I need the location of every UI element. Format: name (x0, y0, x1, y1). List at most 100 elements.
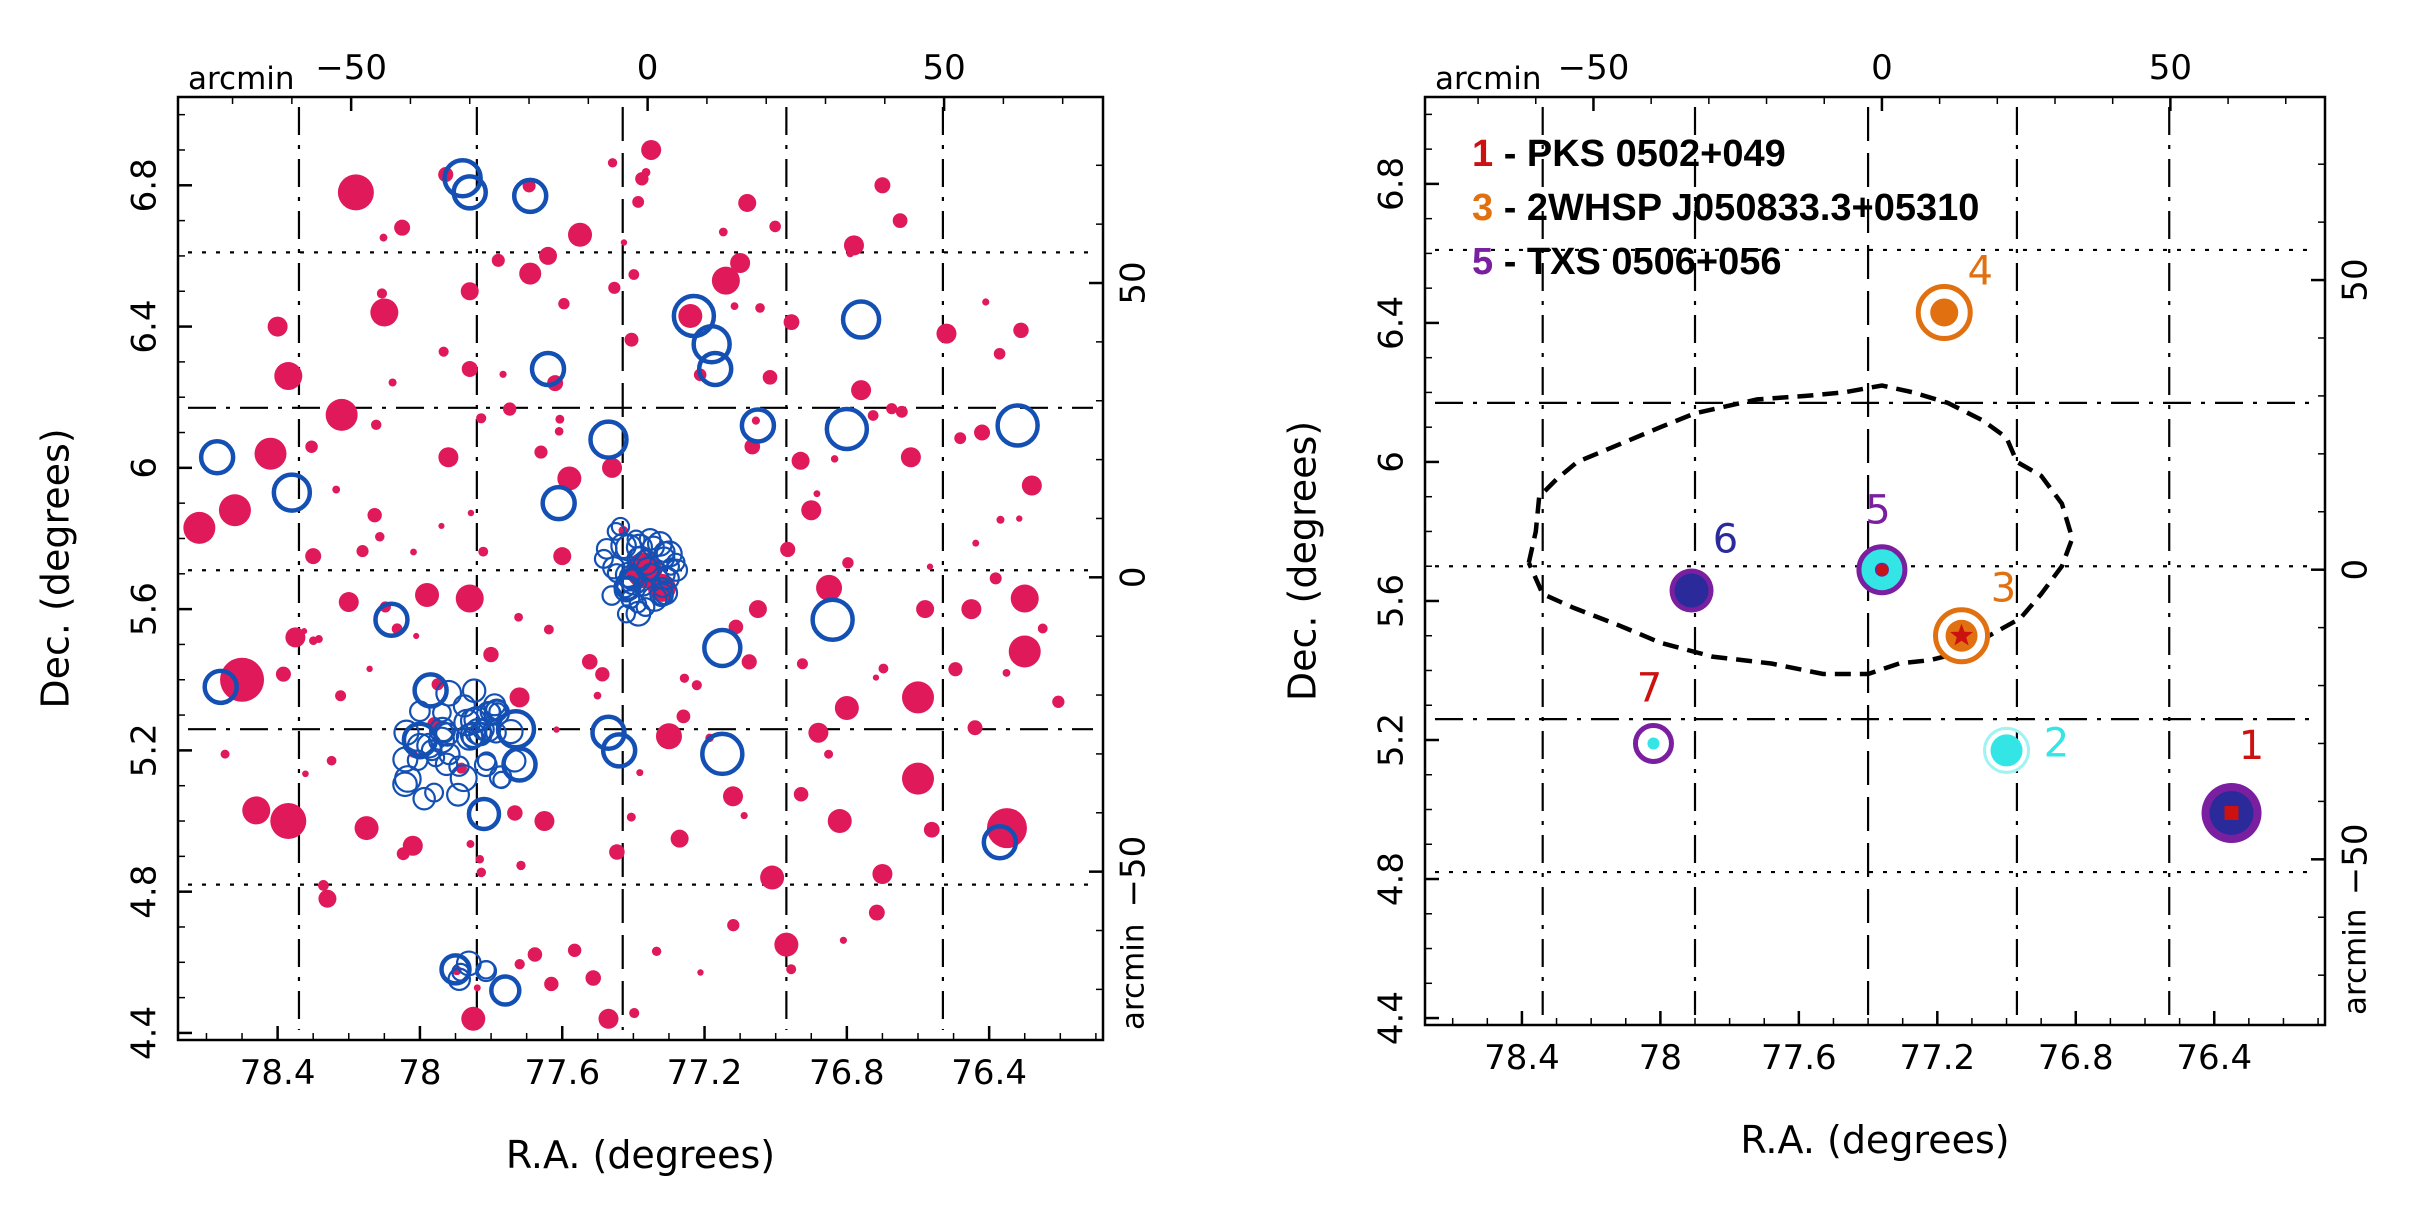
open-source-circle (271, 472, 313, 513)
filled-source-point (723, 786, 743, 807)
filled-source-point (917, 693, 929, 705)
filled-source-point (218, 494, 251, 527)
filled-source-point (916, 600, 935, 619)
filled-source-point (607, 158, 618, 168)
legend-entry: 5 - TXS 0506+056 (1472, 241, 1782, 283)
x-tick-label: 77.6 (1761, 1038, 1837, 1078)
y-tick-label: 5.6 (1372, 574, 1412, 628)
left-panel-source-map: 78.4 78 77.6 77.2 76.8 76.4 4.4 4.8 5.2 5.6 6 6.4 6.… (34, 48, 1154, 1177)
filled-source-point (629, 1007, 640, 1019)
source-marker (1983, 726, 2031, 774)
filled-source-point (514, 612, 523, 622)
filled-source-point (305, 440, 318, 453)
right-tick-label: 0 (1114, 567, 1154, 589)
filled-source-point (1008, 635, 1041, 668)
filled-source-point (370, 419, 382, 430)
filled-source-point (1010, 584, 1039, 613)
filled-source-point (254, 437, 287, 470)
legend-text: - 2WHSP J050833.3+05310 (1493, 187, 1979, 229)
filled-source-point (286, 818, 300, 832)
filled-source-point (808, 722, 829, 743)
open-source-circle (406, 749, 429, 772)
filled-source-point (676, 709, 691, 724)
open-source-circle (840, 299, 882, 340)
plot-frame (1423, 95, 2327, 1027)
filled-source-point (755, 303, 765, 313)
open-source-circle (595, 537, 618, 560)
filled-source-point (483, 646, 499, 663)
x-tick-label: 77.2 (667, 1053, 743, 1093)
filled-source-point (900, 447, 921, 468)
filled-source-point (989, 572, 1002, 585)
legend-number: 1 (1472, 133, 1493, 175)
open-source-circle (401, 721, 439, 759)
right-tick-label: 50 (1114, 261, 1154, 304)
filled-source-point (670, 829, 689, 848)
legend-entry: 3 - 2WHSP J050833.3+05310 (1472, 187, 1979, 229)
y-tick-label: 6 (125, 457, 165, 479)
filled-source-point (730, 302, 739, 310)
source-label: 6 (1713, 517, 1738, 563)
filled-source-point (902, 762, 934, 795)
filled-source-point (936, 323, 957, 344)
y-tick-label: 5.2 (1372, 713, 1412, 767)
open-source-circle (439, 953, 472, 986)
filled-source-point (370, 298, 399, 327)
filled-source-point (711, 266, 740, 295)
filled-source-point (816, 574, 843, 601)
filled-source-point (974, 424, 991, 441)
filled-source-point (220, 749, 230, 759)
y-tick-label: 6.4 (125, 300, 165, 354)
open-source-circle (593, 548, 614, 569)
filled-source-point (275, 666, 291, 682)
open-source-circle (412, 672, 449, 709)
filled-source-point (718, 227, 728, 237)
filled-source-point (636, 769, 644, 777)
filled-source-point (996, 515, 1005, 524)
filled-source-point (557, 466, 582, 491)
filled-source-point (509, 687, 530, 708)
y-axis-label: Dec. (degrees) (34, 428, 78, 708)
filled-source-point (455, 584, 484, 613)
open-source-circle (613, 575, 637, 599)
source-label: 1 (2239, 723, 2264, 769)
source-marker (1647, 737, 1660, 750)
open-source-circle (434, 752, 459, 777)
filled-source-point (598, 1008, 619, 1029)
filled-source-point (220, 657, 265, 702)
filled-source-point (760, 865, 785, 890)
open-source-circle (600, 732, 638, 769)
x-tick-label: 78 (398, 1053, 441, 1093)
filled-source-point (581, 654, 598, 670)
open-source-circle (664, 558, 689, 582)
y-axis-label: Dec. (degrees) (1281, 421, 1325, 701)
filled-source-point (895, 405, 908, 418)
open-source-circle (483, 693, 507, 717)
filled-source-point (568, 222, 593, 247)
filled-source-point (741, 654, 757, 670)
filled-source-point (514, 959, 525, 970)
filled-source-point (410, 548, 417, 556)
open-source-circle (540, 484, 577, 522)
filled-source-point (466, 840, 475, 848)
filled-source-point (1037, 623, 1048, 634)
filled-source-point (544, 976, 559, 992)
filled-source-point (961, 599, 982, 620)
filled-source-point (972, 539, 980, 547)
open-source-circle (438, 742, 461, 766)
filled-source-point (473, 984, 481, 992)
filled-source-point (367, 507, 382, 523)
x-tick-label: 78 (1639, 1038, 1682, 1078)
filled-source-point (609, 844, 625, 860)
filled-source-point (325, 398, 358, 431)
filled-source-point (842, 557, 854, 569)
filled-source-point (1002, 669, 1011, 677)
top-tick-label: −50 (1558, 48, 1630, 88)
filled-source-point (332, 485, 341, 494)
filled-source-point (375, 532, 385, 542)
open-source-circle (700, 731, 745, 777)
source-label: 3 (1991, 566, 2016, 612)
open-source-circle (610, 516, 631, 537)
filled-source-point (655, 723, 682, 750)
filled-source-point (376, 288, 388, 299)
